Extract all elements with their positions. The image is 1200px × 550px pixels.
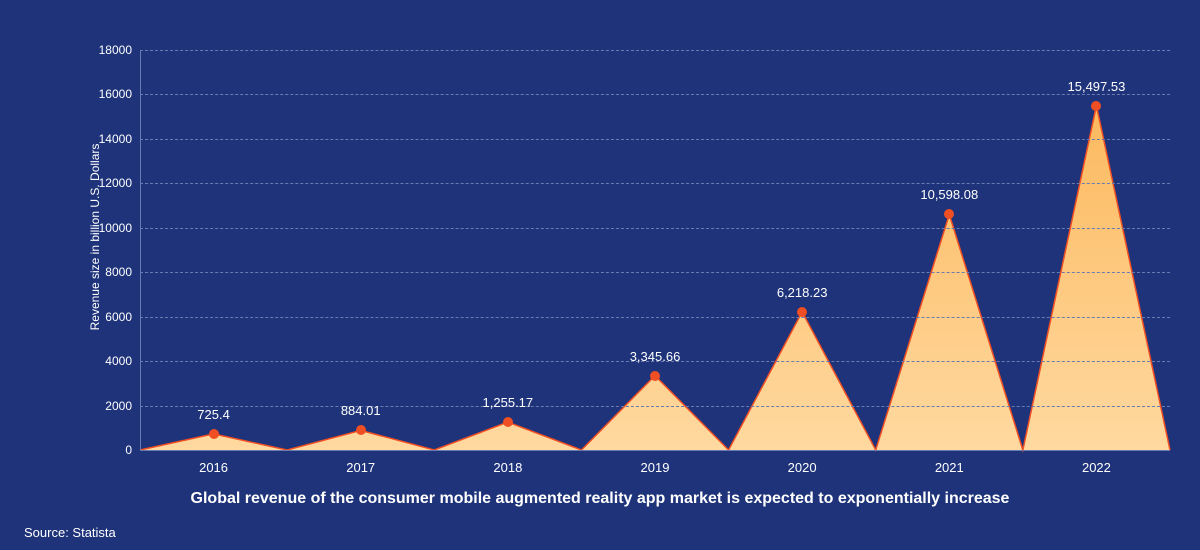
y-tick-label: 16000 xyxy=(99,87,132,101)
data-label: 725.4 xyxy=(197,407,230,422)
y-axis-label: Revenue size in billion U.S. Dollars xyxy=(88,144,102,331)
gridline xyxy=(140,228,1170,229)
area-chart-svg xyxy=(140,50,1170,450)
x-tick-label: 2022 xyxy=(1082,460,1111,475)
gridline xyxy=(140,139,1170,140)
y-axis xyxy=(140,50,141,450)
x-tick-label: 2017 xyxy=(346,460,375,475)
caption: Global revenue of the consumer mobile au… xyxy=(0,490,1200,508)
data-marker xyxy=(503,417,513,427)
x-tick-label: 2018 xyxy=(493,460,522,475)
x-tick-label: 2021 xyxy=(935,460,964,475)
y-tick-label: 4000 xyxy=(105,354,132,368)
source-label: Source: Statista xyxy=(24,525,116,540)
y-tick-label: 2000 xyxy=(105,399,132,413)
gridline xyxy=(140,94,1170,95)
gridline xyxy=(140,317,1170,318)
area-fill xyxy=(140,106,1170,450)
gridline xyxy=(140,406,1170,407)
y-tick-label: 10000 xyxy=(99,221,132,235)
gridline xyxy=(140,50,1170,51)
y-tick-label: 6000 xyxy=(105,310,132,324)
data-label: 1,255.17 xyxy=(483,395,534,410)
y-tick-label: 8000 xyxy=(105,265,132,279)
data-marker xyxy=(944,209,954,219)
data-label: 884.01 xyxy=(341,403,381,418)
data-label: 6,218.23 xyxy=(777,285,828,300)
x-tick-label: 2020 xyxy=(788,460,817,475)
data-label: 15,497.53 xyxy=(1068,79,1126,94)
y-tick-label: 14000 xyxy=(99,132,132,146)
data-label: 3,345.66 xyxy=(630,349,681,364)
y-tick-label: 18000 xyxy=(99,43,132,57)
gridline xyxy=(140,183,1170,184)
data-marker xyxy=(1091,101,1101,111)
x-tick-label: 2019 xyxy=(641,460,670,475)
chart-area: 0200040006000800010000120001400016000180… xyxy=(140,50,1170,450)
y-tick-label: 0 xyxy=(125,443,132,457)
data-marker xyxy=(209,429,219,439)
x-axis xyxy=(140,450,1170,451)
data-label: 10,598.08 xyxy=(920,187,978,202)
data-marker xyxy=(356,425,366,435)
data-marker xyxy=(650,371,660,381)
data-marker xyxy=(797,307,807,317)
y-tick-label: 12000 xyxy=(99,176,132,190)
gridline xyxy=(140,272,1170,273)
x-tick-label: 2016 xyxy=(199,460,228,475)
